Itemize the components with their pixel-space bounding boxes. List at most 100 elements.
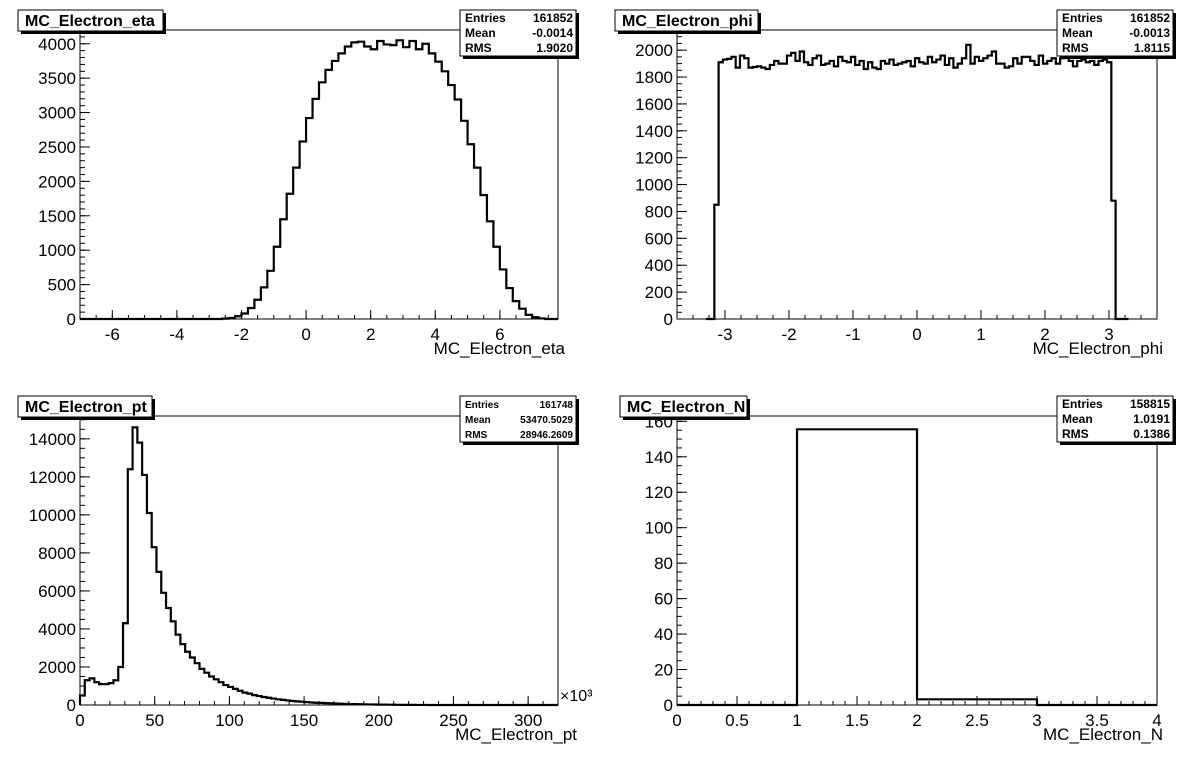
y-tick-label: 40	[654, 625, 673, 644]
x-axis-title: MC_Electron_N	[1043, 725, 1163, 744]
x-tick-label: -2	[234, 325, 249, 344]
x-tick-label: 3	[1032, 711, 1041, 730]
x-tick-label: 4	[431, 325, 440, 344]
y-tick-label: 200	[645, 283, 673, 302]
x-tick-label: 3.5	[1085, 711, 1109, 730]
x-exponent-label: ×10³	[560, 688, 593, 705]
title-box	[17, 9, 164, 32]
x-tick-label: 100	[215, 711, 243, 730]
x-tick-label: 300	[514, 711, 542, 730]
x-tick-label: 4	[1152, 711, 1161, 730]
y-tick-label: 10000	[29, 506, 76, 525]
title-box	[619, 395, 748, 418]
stats-label-mean: Mean	[1062, 412, 1093, 426]
stats-value-rms: 28946.2609	[520, 430, 573, 441]
x-tick-label: 200	[365, 711, 393, 730]
y-tick-label: 2000	[38, 658, 76, 677]
stats-value-rms: 1.8115	[1134, 41, 1170, 55]
y-tick-label: 600	[645, 229, 673, 248]
stats-box	[1056, 9, 1174, 57]
y-tick-label: 14000	[29, 430, 76, 449]
chart-title: MC_Electron_pt	[25, 399, 147, 416]
y-tick-label: 20	[654, 661, 673, 680]
y-tick-label: 1400	[635, 122, 673, 141]
stats-label-entries: Entries	[1062, 11, 1103, 25]
y-tick-label: 12000	[29, 468, 76, 487]
y-tick-label: 4000	[38, 620, 76, 639]
x-tick-label: 2	[366, 325, 375, 344]
histogram-pad-MC_Electron_phi: -3 -2 -1 0 1 2 3 0 200 400 600 800 1000 1200 1400 1600 1…	[614, 9, 1176, 358]
y-tick-label: 120	[645, 483, 673, 502]
y-tick-label: 0	[67, 310, 76, 329]
x-tick-label: 250	[439, 711, 467, 730]
stats-label-mean: Mean	[465, 26, 496, 40]
chart-title: MC_Electron_phi	[622, 13, 753, 30]
y-tick-label: 1600	[635, 95, 673, 114]
y-tick-label: 60	[654, 590, 673, 609]
histogram-pad-MC_Electron_eta: -6 -4 -2 0 2 4 6 0 500 1000 1500 2000 2500 3000 3500 40…	[17, 9, 579, 358]
plot-frame	[79, 415, 559, 706]
plot-frame	[79, 29, 559, 320]
x-tick-label: 1	[792, 711, 801, 730]
x-tick-label: 0	[912, 325, 921, 344]
x-tick-label: -3	[717, 325, 732, 344]
y-tick-label: 8000	[38, 544, 76, 563]
x-tick-label: -2	[781, 325, 796, 344]
stats-label-mean: Mean	[1062, 26, 1093, 40]
stats-label-entries: Entries	[1062, 397, 1103, 411]
x-tick-label: -1	[845, 325, 860, 344]
y-tick-label: 100	[645, 519, 673, 538]
stats-value-entries: 158815	[1130, 397, 1170, 411]
histogram-line	[677, 428, 1157, 707]
x-tick-label: 2.5	[965, 711, 989, 730]
stats-box	[459, 9, 577, 57]
y-tick-label: 0	[664, 310, 673, 329]
stats-value-mean: -0.0014	[532, 26, 573, 40]
x-tick-label: 2	[1040, 325, 1049, 344]
stats-label-entries: Entries	[465, 400, 499, 411]
y-tick-label: 500	[48, 276, 76, 295]
stats-label-rms: RMS	[465, 41, 492, 55]
y-tick-label: 1500	[38, 207, 76, 226]
x-axis-title: MC_Electron_pt	[455, 725, 577, 744]
title-box	[17, 395, 153, 418]
chart-title: MC_Electron_N	[627, 399, 745, 416]
y-tick-label: 4000	[38, 35, 76, 54]
x-tick-label: 0	[672, 711, 681, 730]
y-tick-label: 0	[664, 696, 673, 715]
y-tick-label: 1000	[38, 241, 76, 260]
y-tick-label: 1200	[635, 149, 673, 168]
x-tick-label: 6	[495, 325, 504, 344]
stats-box	[1056, 395, 1174, 443]
y-tick-label: 2000	[38, 172, 76, 191]
x-tick-label: 2	[912, 711, 921, 730]
x-tick-label: 1	[976, 325, 985, 344]
stats-value-mean: -0.0013	[1129, 26, 1170, 40]
stats-label-rms: RMS	[465, 430, 488, 441]
stats-value-rms: 0.1386	[1133, 427, 1170, 441]
y-tick-label: 3000	[38, 104, 76, 123]
y-tick-label: 6000	[38, 582, 76, 601]
y-tick-label: 0	[67, 696, 76, 715]
x-tick-label: 0.5	[725, 711, 749, 730]
x-axis-title: MC_Electron_phi	[1033, 339, 1163, 358]
x-axis-title: MC_Electron_eta	[434, 339, 566, 358]
x-tick-label: -6	[105, 325, 120, 344]
y-tick-label: 80	[654, 554, 673, 573]
stats-label-rms: RMS	[1062, 41, 1089, 55]
y-tick-label: 2500	[38, 138, 76, 157]
x-tick-label: 0	[301, 325, 310, 344]
stats-box	[459, 395, 577, 443]
stats-value-entries: 161852	[1130, 11, 1170, 25]
x-tick-label: -4	[169, 325, 184, 344]
y-tick-label: 1000	[635, 176, 673, 195]
stats-value-entries: 161852	[533, 11, 573, 25]
histogram-line	[80, 39, 558, 321]
y-tick-label: 140	[645, 448, 673, 467]
y-tick-label: 3500	[38, 69, 76, 88]
stats-value-mean: 1.0191	[1133, 412, 1170, 426]
stats-label-rms: RMS	[1062, 427, 1089, 441]
title-box	[614, 9, 759, 32]
x-tick-label: 150	[290, 711, 318, 730]
